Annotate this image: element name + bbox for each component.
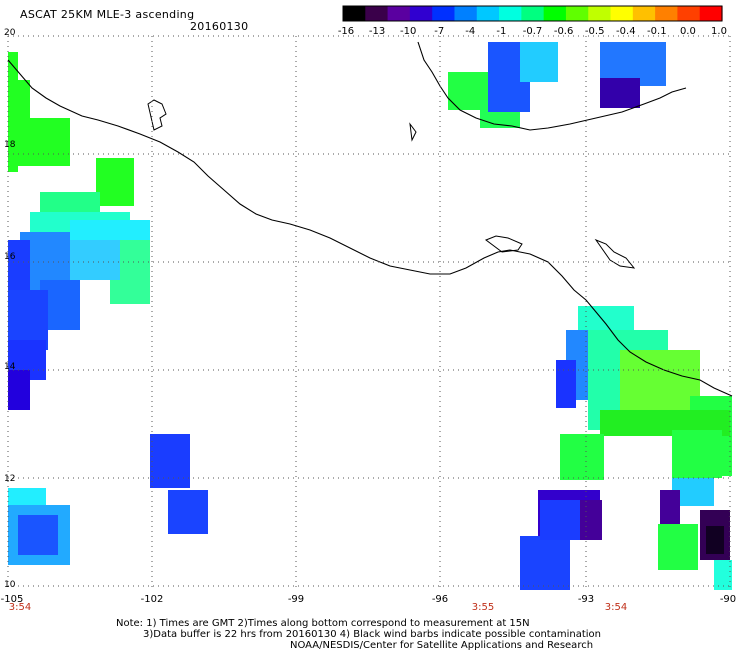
colorbar-swatch xyxy=(699,6,723,21)
colorbar-swatch xyxy=(677,6,701,21)
note-line-3: NOAA/NESDIS/Center for Satellite Applica… xyxy=(290,640,594,651)
coastline xyxy=(7,59,733,397)
longitude-tick-label: -99 xyxy=(287,594,305,605)
colorbar-border xyxy=(342,5,723,22)
time-label-east: 3:54 xyxy=(604,602,628,613)
colorbar-swatch xyxy=(387,6,411,21)
colorbar-swatch xyxy=(632,6,656,21)
colorbar-swatch xyxy=(565,6,589,21)
colorbar-tick-label: 1.0 xyxy=(711,26,727,37)
colorbar-swatch xyxy=(655,6,679,21)
colorbar-swatch xyxy=(588,6,612,21)
colorbar-tick-label: -0.7 xyxy=(522,26,543,37)
ascat-data-cells xyxy=(8,42,732,590)
longitude-tick-label: -105 xyxy=(0,594,24,605)
latitude-tick-label: 14 xyxy=(4,362,16,372)
longitude-tick-label: -96 xyxy=(431,594,449,605)
note-line-2: 3)Data buffer is 22 hrs from 20160130 4)… xyxy=(143,629,601,640)
latitude-tick-label: 12 xyxy=(4,474,16,484)
colorbar-swatch xyxy=(432,6,456,21)
latitude-tick-label: 18 xyxy=(4,140,16,150)
coastline-gulf xyxy=(417,41,687,131)
grid xyxy=(7,35,732,590)
colorbar-tick-label: -7 xyxy=(434,26,445,37)
latitude-tick-label: 20 xyxy=(4,28,16,38)
colorbar-swatch xyxy=(499,6,522,21)
colorbar-tick-label: -1 xyxy=(496,26,507,37)
colorbar-swatch xyxy=(521,6,545,21)
colorbar-swatch xyxy=(610,6,634,21)
colorbar-swatch xyxy=(343,6,366,21)
colorbar xyxy=(342,5,723,22)
colorbar-tick-label: -0.5 xyxy=(584,26,605,37)
longitude-tick-label: -102 xyxy=(140,594,164,605)
colorbar-tick-label: 0.0 xyxy=(679,26,696,37)
colorbar-tick-label: -13 xyxy=(368,26,386,37)
longitude-tick-label: -93 xyxy=(577,594,595,605)
colorbar-swatch xyxy=(476,6,500,21)
colorbar-swatch xyxy=(409,6,433,21)
map-title: ASCAT 25KM MLE-3 ascending xyxy=(20,8,195,21)
longitude-tick-label: -90 xyxy=(719,594,737,605)
colorbar-swatch xyxy=(454,6,478,21)
colorbar-tick-label: -0.1 xyxy=(647,26,667,37)
latitude-tick-label: 10 xyxy=(4,580,16,590)
note-line-1: Note: 1) Times are GMT 2)Times along bot… xyxy=(116,618,530,629)
time-label-center: 3:55 xyxy=(471,602,495,613)
colorbar-tick-label: -0.6 xyxy=(553,26,574,37)
latitude-tick-label: 16 xyxy=(4,252,16,262)
map-date: 20160130 xyxy=(190,20,249,33)
time-label-west: 3:54 xyxy=(8,602,32,613)
colorbar-tick-label: -10 xyxy=(400,26,417,37)
colorbar-swatch xyxy=(365,6,389,21)
colorbar-tick-label: -4 xyxy=(465,26,476,37)
colorbar-tick-label: -16 xyxy=(337,26,355,37)
colorbar-tick-label: -0.4 xyxy=(616,26,636,37)
colorbar-swatch xyxy=(543,6,567,21)
